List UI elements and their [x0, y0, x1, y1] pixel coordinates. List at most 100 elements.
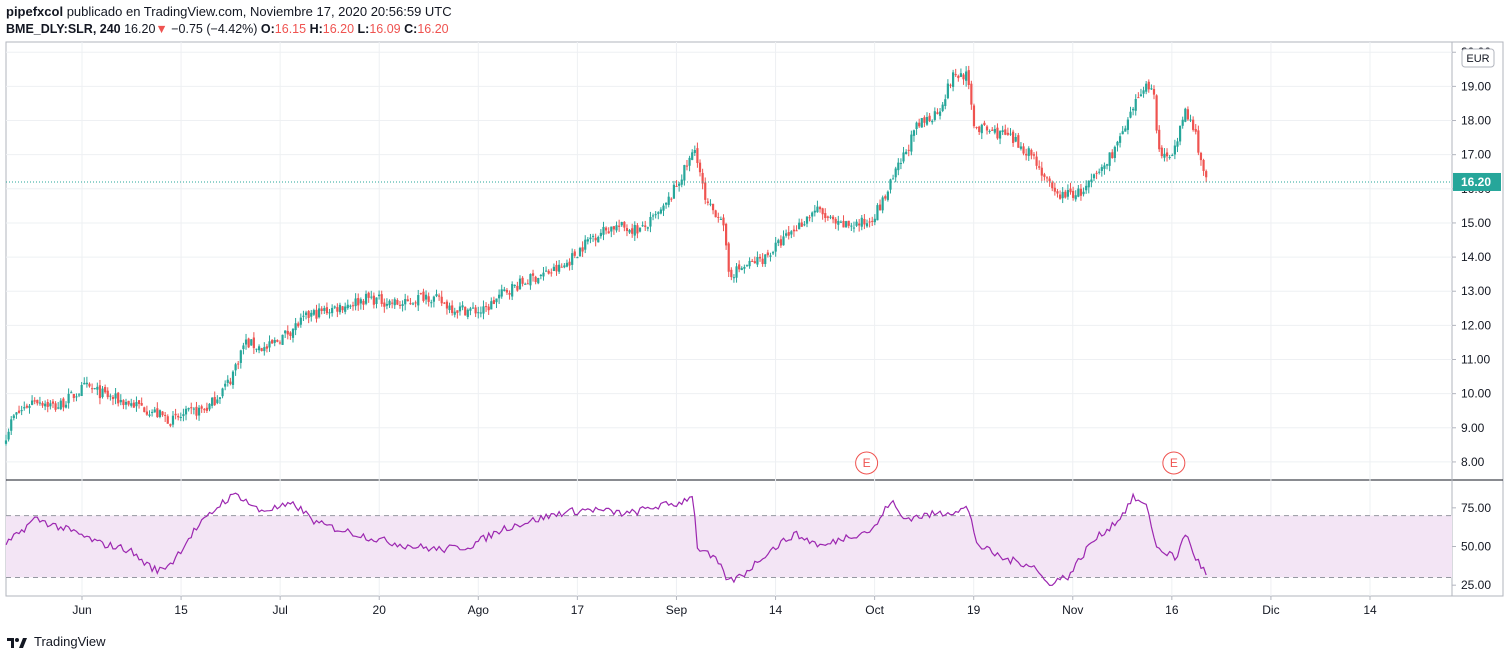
- candle-body: [404, 298, 407, 305]
- high-value: 16.20: [322, 22, 355, 36]
- close-value: 16.20: [417, 22, 449, 36]
- candle-body: [1087, 180, 1090, 188]
- candle-body: [542, 272, 545, 277]
- candle-body: [1053, 187, 1056, 192]
- last-price-tag-label: 16.20: [1461, 175, 1491, 189]
- candle-body: [615, 225, 618, 231]
- candle-body: [260, 348, 263, 351]
- candle-body: [899, 163, 903, 165]
- candle-body: [873, 218, 876, 223]
- author-name[interactable]: pipefxcol: [6, 4, 64, 19]
- candle-body: [912, 130, 916, 136]
- candle-body: [910, 134, 913, 152]
- candle-body: [889, 179, 892, 190]
- candle-body: [1017, 135, 1020, 148]
- candle-body: [156, 408, 159, 418]
- candle-body: [881, 197, 884, 211]
- candle-body: [821, 208, 824, 215]
- candle-body: [928, 115, 931, 122]
- candle-body: [779, 239, 782, 246]
- candle-body: [307, 311, 310, 318]
- candle-body: [1197, 130, 1200, 153]
- candle-body: [544, 270, 548, 272]
- candle-body: [558, 264, 561, 272]
- candle-body: [907, 149, 910, 151]
- candle-body: [1085, 185, 1088, 191]
- candle-body: [151, 411, 154, 413]
- candle-body: [761, 258, 764, 265]
- candle-body: [693, 150, 696, 153]
- candle-body: [774, 242, 777, 252]
- candle-body: [377, 294, 381, 297]
- candle-body: [218, 397, 222, 399]
- earnings-marker-icon[interactable]: [855, 451, 879, 475]
- candle-body: [691, 152, 694, 160]
- candle-body: [211, 397, 214, 406]
- candle-body: [320, 308, 323, 311]
- candle-body: [633, 225, 636, 236]
- candle-body: [597, 236, 600, 243]
- candle-body: [135, 402, 138, 407]
- candle-body: [435, 294, 438, 297]
- candle-body: [701, 172, 704, 184]
- candle-body: [12, 415, 15, 419]
- earnings-marker-icon[interactable]: [1162, 451, 1186, 475]
- candle-body: [247, 338, 250, 348]
- candle-body: [122, 400, 125, 406]
- candle-body: [993, 128, 996, 133]
- candle-body: [568, 261, 571, 266]
- candle-body: [1160, 147, 1163, 157]
- footer-brand[interactable]: TradingView: [34, 634, 106, 649]
- candle-body: [1006, 132, 1009, 135]
- candle-body: [638, 227, 642, 232]
- candle-body: [1142, 90, 1145, 94]
- candle-body: [401, 304, 404, 306]
- candle-body: [1108, 152, 1111, 166]
- candle-body: [1022, 146, 1025, 154]
- candle-body: [104, 387, 107, 393]
- candle-body: [941, 104, 944, 111]
- candle-body: [1092, 174, 1096, 179]
- candle-body: [88, 383, 91, 387]
- candle-body: [641, 225, 644, 227]
- candle-body: [954, 74, 957, 76]
- candle-body: [589, 237, 592, 240]
- candle-body: [560, 266, 563, 268]
- candle-body: [777, 240, 780, 244]
- last-price-tag: [1453, 172, 1501, 191]
- rsi-band: [6, 515, 1452, 578]
- candle-body: [221, 388, 224, 397]
- candle-body: [978, 126, 981, 133]
- currency-badge-label: EUR: [1466, 53, 1489, 65]
- candle-body: [304, 312, 308, 315]
- candle-body: [584, 239, 587, 250]
- symbol-name[interactable]: BME_DLY:SLR, 240: [6, 22, 121, 36]
- candle-body: [85, 382, 88, 385]
- candle-body: [23, 407, 26, 409]
- candle-body: [949, 84, 952, 86]
- candle-body: [698, 162, 702, 173]
- candle-body: [1199, 152, 1203, 161]
- candle-body: [443, 302, 446, 304]
- candle-body: [349, 305, 352, 307]
- candle-body: [618, 225, 621, 227]
- candle-body: [396, 299, 399, 305]
- time-tick-label: 14: [1363, 603, 1377, 617]
- candle-body: [529, 274, 532, 286]
- candle-body: [250, 339, 253, 346]
- candle-body: [197, 407, 201, 416]
- time-tick-label: 17: [571, 603, 585, 617]
- candle-body: [417, 295, 420, 306]
- candle-body: [216, 399, 219, 404]
- candle-body: [1181, 119, 1184, 126]
- candle-body: [704, 182, 707, 200]
- candle-body: [171, 415, 175, 425]
- currency-badge[interactable]: [1461, 48, 1495, 68]
- candle-body: [996, 127, 999, 139]
- candle-body: [915, 122, 918, 129]
- candle-body: [552, 266, 556, 272]
- time-tick-label: 15: [174, 603, 188, 617]
- candle-body: [837, 220, 840, 225]
- candle-body: [117, 392, 120, 404]
